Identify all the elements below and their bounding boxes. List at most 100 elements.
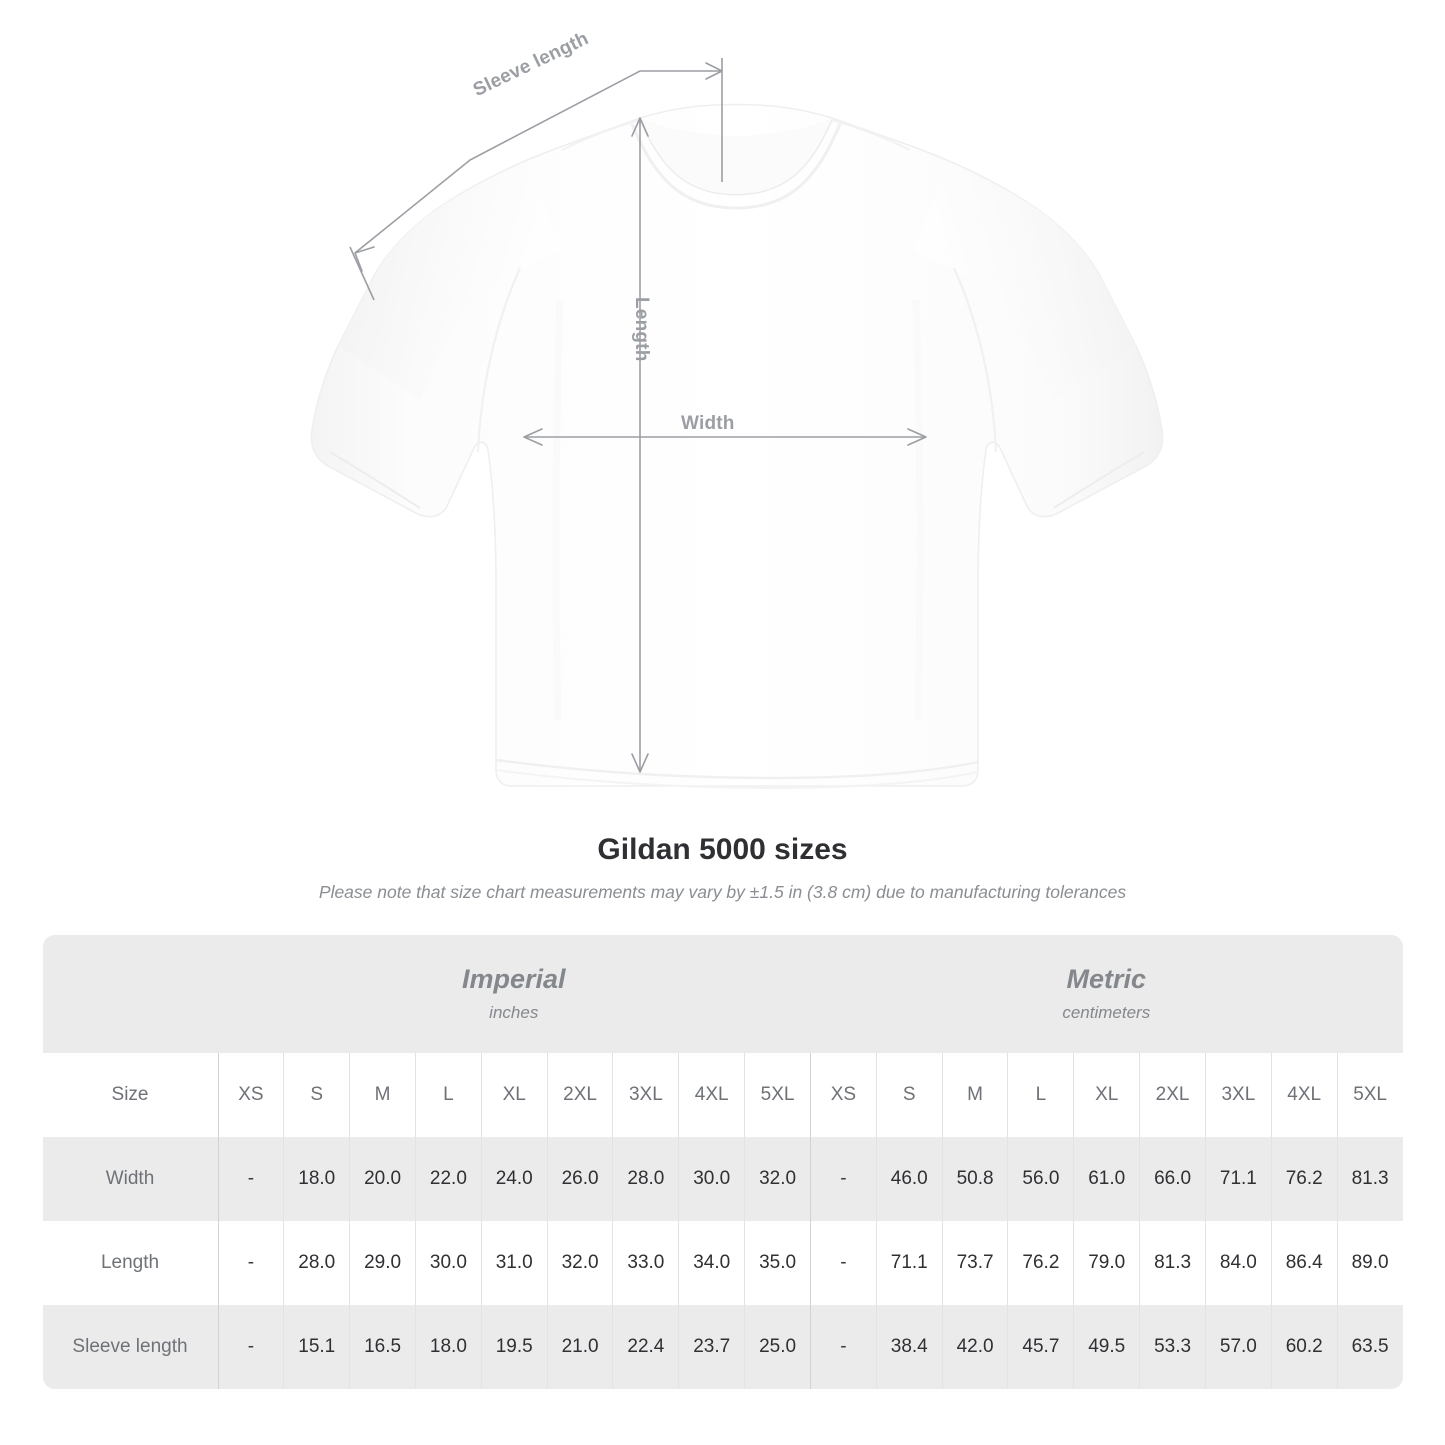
cell-width-metric-xl: 61.0 xyxy=(1073,1137,1140,1221)
cell-length-imperial-l: 30.0 xyxy=(414,1221,481,1305)
cell-width-metric-xs: - xyxy=(810,1137,876,1221)
cell-sleeve-length-imperial-2xl: 21.0 xyxy=(546,1305,613,1389)
cell-width-imperial-2xl: 26.0 xyxy=(546,1137,613,1221)
cell-length-metric-l: 76.2 xyxy=(1007,1221,1074,1305)
cell-width-metric-l: 56.0 xyxy=(1007,1137,1074,1221)
cell-width-metric-s: 46.0 xyxy=(875,1137,942,1221)
cell-sleeve-length-metric-xs: - xyxy=(810,1305,876,1389)
size-header-s-metric: S xyxy=(875,1053,942,1137)
table-row: Length -28.0 29.0 30.0 31.0 32.0 33.0 34.0 35.0-… xyxy=(42,1221,1403,1305)
cell-sleeve-length-imperial-xs: - xyxy=(217,1305,284,1389)
unit-group-metric: Metric centimeters xyxy=(810,935,1403,1053)
unit-group-name: Metric xyxy=(1066,964,1147,994)
cell-width-metric-5xl: 81.3 xyxy=(1336,1137,1403,1221)
length-arrow xyxy=(631,117,649,773)
tshirt-diagram: Sleeve length Length Width xyxy=(310,28,1164,790)
cell-sleeve-length-imperial-m: 16.5 xyxy=(349,1305,415,1389)
cell-width-metric-2xl: 66.0 xyxy=(1139,1137,1205,1221)
size-header-row: Size XS S M L XL 2XL 3XL 4XL 5XL XS S M L XL 2XL 3XL 4XL 5… xyxy=(42,1053,1403,1137)
size-header-xs-metric: XS xyxy=(810,1053,876,1137)
cell-length-imperial-xs: - xyxy=(217,1221,284,1305)
size-header-label: Size xyxy=(42,1053,218,1137)
cell-length-metric-2xl: 81.3 xyxy=(1139,1221,1205,1305)
unit-band-spacer xyxy=(42,935,218,1053)
cell-length-metric-5xl: 89.0 xyxy=(1336,1221,1403,1305)
cell-width-imperial-5xl: 32.0 xyxy=(744,1137,810,1221)
sleeve-length-arrow xyxy=(349,58,723,301)
cell-width-imperial-m: 20.0 xyxy=(349,1137,415,1221)
cell-length-metric-m: 73.7 xyxy=(941,1221,1008,1305)
tshirt-illustration xyxy=(310,58,1164,790)
width-arrow xyxy=(523,428,927,446)
cell-length-metric-4xl: 86.4 xyxy=(1270,1221,1337,1305)
cell-width-metric-m: 50.8 xyxy=(941,1137,1008,1221)
cell-width-imperial-xs: - xyxy=(217,1137,284,1221)
cell-sleeve-length-metric-4xl: 60.2 xyxy=(1270,1305,1337,1389)
size-header-l-imperial: L xyxy=(414,1053,481,1137)
cell-length-imperial-s: 28.0 xyxy=(283,1221,350,1305)
cell-sleeve-length-imperial-s: 15.1 xyxy=(283,1305,350,1389)
cell-width-imperial-s: 18.0 xyxy=(283,1137,350,1221)
shirt-shape xyxy=(310,103,1164,790)
cell-sleeve-length-imperial-xl: 19.5 xyxy=(480,1305,547,1389)
cell-length-imperial-xl: 31.0 xyxy=(480,1221,547,1305)
cell-sleeve-length-metric-3xl: 57.0 xyxy=(1204,1305,1271,1389)
cell-sleeve-length-metric-m: 42.0 xyxy=(941,1305,1008,1389)
size-header-5xl-metric: 5XL xyxy=(1336,1053,1403,1137)
cell-sleeve-length-imperial-l: 18.0 xyxy=(414,1305,481,1389)
table-row: Width -18.0 20.0 22.0 24.0 26.0 28.0 30.0 32.0-4… xyxy=(42,1137,1403,1221)
cell-length-metric-xs: - xyxy=(810,1221,876,1305)
cell-length-imperial-5xl: 35.0 xyxy=(744,1221,810,1305)
size-header-xl-imperial: XL xyxy=(480,1053,547,1137)
page-title: Gildan 5000 sizes xyxy=(597,833,848,866)
row-label-sleeve-length: Sleeve length xyxy=(42,1305,218,1389)
cell-length-metric-xl: 79.0 xyxy=(1073,1221,1140,1305)
cell-length-imperial-3xl: 33.0 xyxy=(612,1221,679,1305)
size-header-xs-imperial: XS xyxy=(217,1053,284,1137)
cell-length-metric-s: 71.1 xyxy=(875,1221,942,1305)
cell-sleeve-length-metric-xl: 49.5 xyxy=(1073,1305,1140,1389)
cell-width-imperial-4xl: 30.0 xyxy=(678,1137,745,1221)
size-header-l-metric: L xyxy=(1007,1053,1074,1137)
width-label: Width xyxy=(681,413,735,434)
length-label: Length xyxy=(631,297,652,362)
cell-width-imperial-l: 22.0 xyxy=(414,1137,481,1221)
size-header-2xl-metric: 2XL xyxy=(1139,1053,1205,1137)
cell-sleeve-length-metric-2xl: 53.3 xyxy=(1139,1305,1205,1389)
size-header-2xl-imperial: 2XL xyxy=(546,1053,613,1137)
cell-width-metric-4xl: 76.2 xyxy=(1270,1137,1337,1221)
cell-sleeve-length-metric-l: 45.7 xyxy=(1007,1305,1074,1389)
size-header-xl-metric: XL xyxy=(1073,1053,1140,1137)
row-label-width: Width xyxy=(42,1137,218,1221)
cell-sleeve-length-imperial-4xl: 23.7 xyxy=(678,1305,745,1389)
unit-band-row: Imperial inches Metric centimeters xyxy=(42,935,1403,1053)
cell-length-imperial-m: 29.0 xyxy=(349,1221,415,1305)
measurement-guides xyxy=(349,58,927,773)
cell-sleeve-length-imperial-5xl: 25.0 xyxy=(744,1305,810,1389)
size-header-3xl-metric: 3XL xyxy=(1204,1053,1271,1137)
cell-sleeve-length-metric-s: 38.4 xyxy=(875,1305,942,1389)
cell-length-imperial-2xl: 32.0 xyxy=(546,1221,613,1305)
size-header-4xl-imperial: 4XL xyxy=(678,1053,745,1137)
size-table-container: Imperial inches Metric centimeters Size XS S M L… xyxy=(42,935,1403,1389)
size-table: Imperial inches Metric centimeters Size XS S M L… xyxy=(42,935,1403,1389)
unit-group-name: Imperial xyxy=(461,964,566,994)
cell-length-imperial-4xl: 34.0 xyxy=(678,1221,745,1305)
unit-group-imperial: Imperial inches xyxy=(217,935,810,1053)
cell-width-imperial-3xl: 28.0 xyxy=(612,1137,679,1221)
unit-group-subtitle: centimeters xyxy=(1062,1003,1151,1022)
cell-length-metric-3xl: 84.0 xyxy=(1204,1221,1271,1305)
tolerance-note: Please note that size chart measurements… xyxy=(318,882,1127,902)
cell-sleeve-length-imperial-3xl: 22.4 xyxy=(612,1305,679,1389)
cell-sleeve-length-metric-5xl: 63.5 xyxy=(1336,1305,1403,1389)
table-row: Sleeve length -15.1 16.5 18.0 19.5 21.0 22.4 23… xyxy=(42,1305,1403,1389)
size-header-m-imperial: M xyxy=(349,1053,415,1137)
size-header-m-metric: M xyxy=(941,1053,1008,1137)
unit-group-subtitle: inches xyxy=(489,1003,539,1022)
size-header-4xl-metric: 4XL xyxy=(1270,1053,1337,1137)
row-label-length: Length xyxy=(42,1221,218,1305)
title-block: Gildan 5000 sizes Please note that size … xyxy=(0,830,1445,905)
cell-width-imperial-xl: 24.0 xyxy=(480,1137,547,1221)
size-header-s-imperial: S xyxy=(283,1053,350,1137)
size-header-3xl-imperial: 3XL xyxy=(612,1053,679,1137)
